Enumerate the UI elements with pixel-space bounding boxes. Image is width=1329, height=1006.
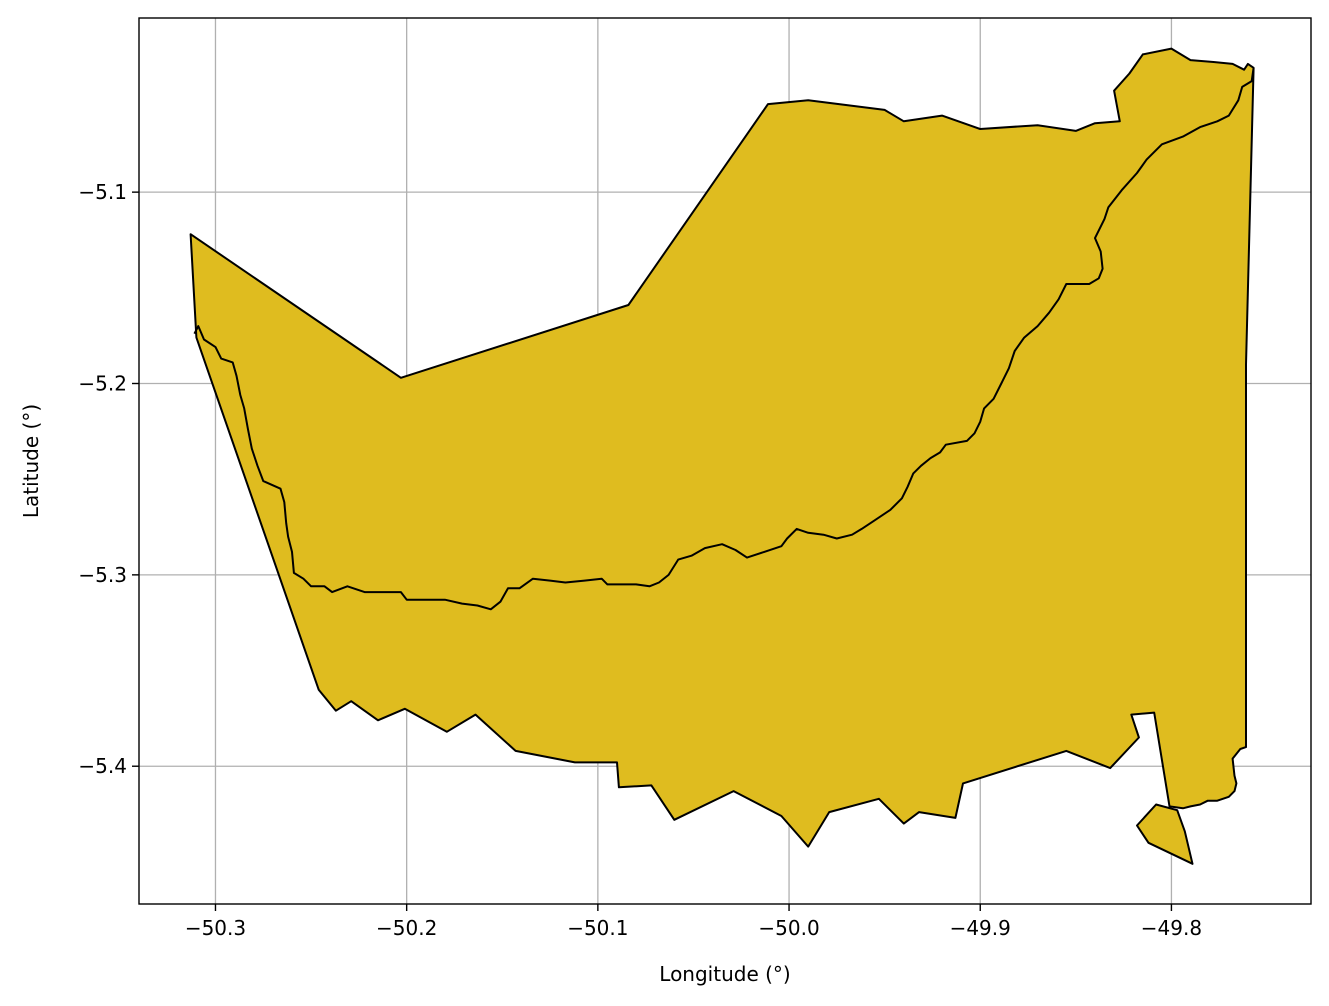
map-data-layer	[189, 47, 1255, 865]
y-tick-label: −5.1	[78, 180, 127, 204]
plot-frame	[138, 17, 1312, 905]
x-tick-label: −50.0	[758, 916, 819, 940]
y-tick-label: −5.4	[78, 754, 127, 778]
y-tick-label: −5.3	[78, 563, 127, 587]
y-tick-label: −5.2	[78, 371, 127, 395]
x-tick-label: −50.3	[185, 916, 246, 940]
river-line	[193, 67, 1255, 611]
x-tick-label: −50.1	[567, 916, 628, 940]
x-tick-label: −49.8	[1141, 916, 1202, 940]
main-region-polygon	[189, 47, 1255, 848]
y-axis-label: Latitude (°)	[19, 404, 43, 518]
x-tick-label: −49.9	[950, 916, 1011, 940]
x-tick-label: −50.2	[376, 916, 437, 940]
axis-ticks: −50.3 −50.2 −50.1 −50.0 −49.9 −49.8 −5.1 −5.2 −5…	[78, 180, 1202, 940]
x-axis-label: Longitude (°)	[659, 962, 790, 986]
south-island-polygon	[1136, 803, 1194, 865]
